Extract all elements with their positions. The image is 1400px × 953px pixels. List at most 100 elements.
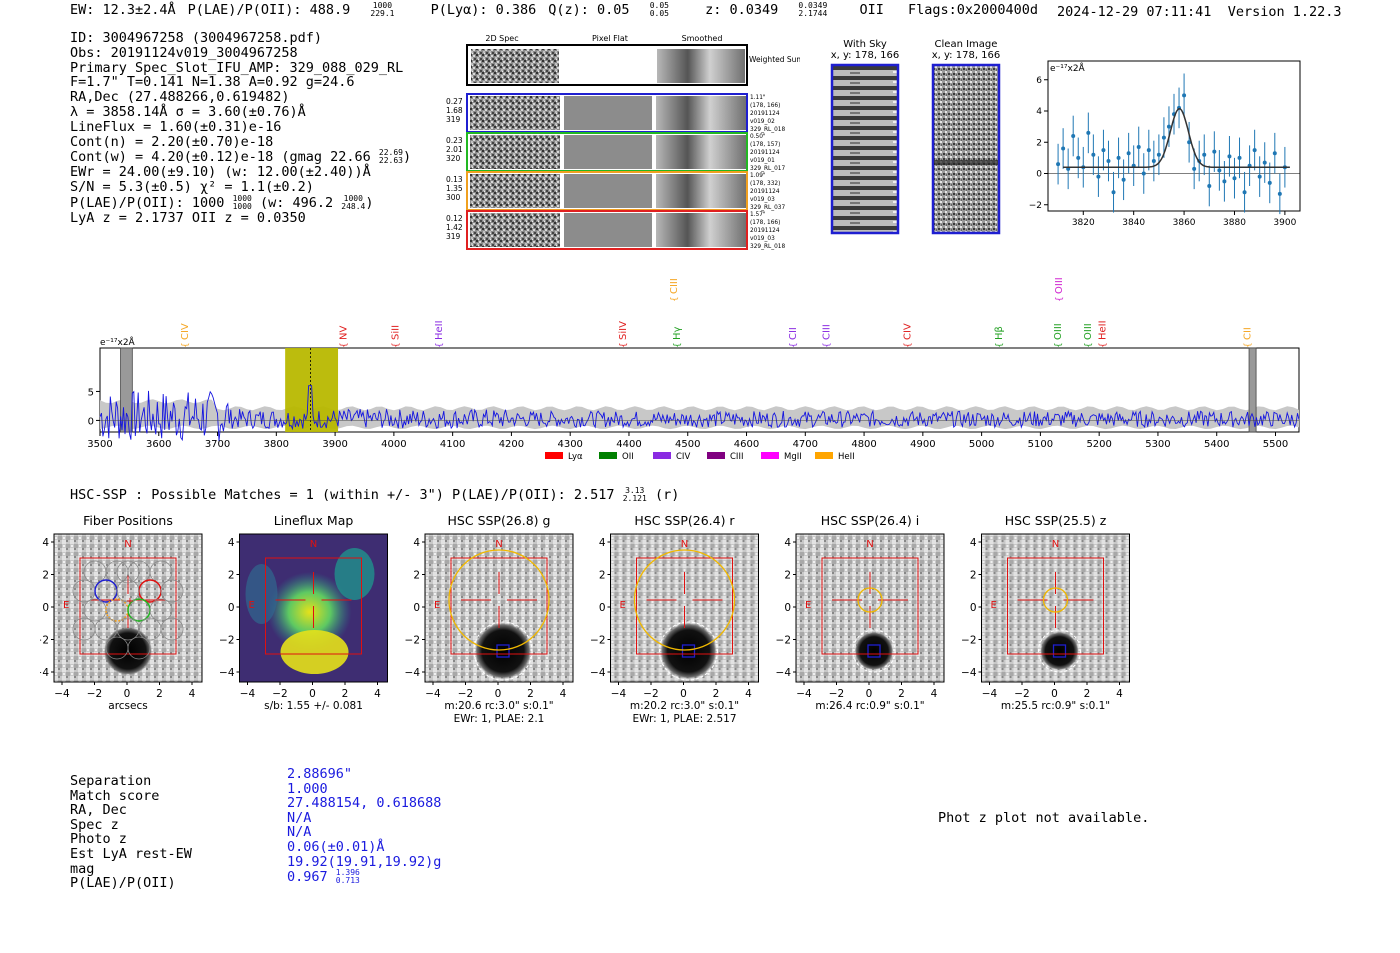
fiber-row-meta: v019_02 (750, 119, 775, 125)
info-cont-w: Cont(w) = 4.20(±0.12)e-18 (gmag 22.66 22… (70, 148, 412, 166)
fiber-row-smoothed (656, 96, 746, 130)
hsc-xtick-label: 4 (560, 688, 567, 700)
fiber-row-meta: (178, 166) (750, 220, 780, 226)
col-label-smoothed: Smoothed (682, 34, 723, 43)
fit-data-point (1061, 146, 1066, 151)
fit-data-point (1267, 180, 1272, 185)
fit-data-point (1076, 155, 1081, 160)
spectrum-masked-region (120, 347, 133, 433)
hsc-ytick-label: 2 (599, 570, 606, 582)
spectrum-line-label: CIII (669, 278, 680, 294)
hsc-xtick-label: 2 (156, 688, 163, 700)
hsc-north-label: N (1052, 539, 1059, 550)
spectrum-line-bracket: { (391, 342, 401, 348)
fit-xtick-label: 3860 (1173, 218, 1196, 228)
fiber-circle (127, 636, 151, 660)
hsc-star-aperture (852, 629, 896, 673)
spectrum-legend-label: OII (622, 452, 634, 462)
hsc-panel-caption: s/b: 1.55 +/- 0.081 (264, 700, 363, 712)
hsc-ytick-label: 2 (413, 570, 420, 582)
info-primary: Primary Spec_Slot_IFU_AMP: 329_088_029_R… (70, 59, 404, 76)
hsc-panel-title: HSC SSP(26.8) g (448, 513, 551, 528)
spectrum-line-label: NV (339, 326, 350, 340)
fit-data-point (1187, 140, 1192, 145)
col-label-2dspec: 2D Spec (485, 34, 518, 43)
spectrum-xtick-label: 5500 (1263, 439, 1288, 450)
spectrum-legend-label: HeII (838, 452, 855, 462)
fit-model-curve (1063, 107, 1290, 169)
hsc-xtick-label: 2 (898, 688, 905, 700)
hsc-xtick-label: 4 (189, 688, 196, 700)
fit-data-point (1242, 190, 1247, 195)
hsc-panel: HSC SSP(26.4) r N E 4 2 0 −2 −4 −4 −2 0 2 4 m:20.2 rc… (590, 513, 759, 725)
spectrum-line-bracket: { (903, 342, 913, 348)
hsc-panel: Fiber Positions N E +4 2 0 −2 −4 −4 −2 0 2 4 arcsecs (40, 513, 203, 712)
fit-data-point (1056, 162, 1061, 167)
hsc-xtick-label: −2 (643, 688, 658, 700)
with-sky-title: With Sky (843, 39, 887, 50)
fiber-row-smoothed (656, 213, 746, 247)
weighted-sum-smoothed (657, 49, 745, 83)
fiber-row-side-value: 320 (446, 154, 461, 163)
fiber-row-smoothed (656, 135, 746, 169)
hsc-xtick-label: 4 (1116, 688, 1123, 700)
spectrum-xtick-label: 5200 (1086, 439, 1111, 450)
hsc-xtick-label: 0 (309, 688, 316, 700)
hsc-ytick-label: −2 (405, 635, 420, 647)
sky-images: With Sky x, y: 178, 166 Clean Image x, y… (831, 39, 1000, 235)
spectrum-line-label: CIV (902, 323, 913, 340)
hsc-star (475, 623, 531, 679)
fiber-row-meta: v019_01 (750, 158, 775, 164)
fit-data-point (1156, 152, 1161, 157)
hsc-ytick-label: −2 (590, 635, 605, 647)
hsc-ytick-label: 4 (228, 537, 235, 549)
hsc-panel-title: Lineflux Map (274, 513, 354, 528)
fit-data-point (1146, 148, 1151, 153)
spectrum-line-bracket: { (181, 342, 191, 348)
spectrum-line-bracket: { (1244, 342, 1254, 348)
hsc-xtick-label: −4 (611, 688, 627, 700)
fit-data-point (1212, 149, 1217, 154)
lineflux-blob (267, 572, 352, 652)
datetime: 2024-12-29 07:11:41 (1057, 4, 1212, 20)
match-value-radec: 27.488154, 0.618688 (287, 795, 442, 812)
fiber-row-side-value: 1.42 (446, 223, 463, 232)
hsc-ytick-label: 4 (784, 537, 791, 549)
hsc-aperture-circle (448, 549, 550, 651)
lineflux-peak (280, 630, 349, 674)
hsc-star (855, 632, 893, 670)
spectrum-legend-label: CIV (676, 452, 690, 462)
match-value-ew: 0.06(±0.01)Å (287, 838, 385, 855)
fiber-row-side-value: 319 (446, 115, 461, 124)
spectrum-xtick-label: 4200 (499, 439, 524, 450)
info-obs: Obs: 20191124v019_3004967258 (70, 44, 298, 61)
spectrum-line-label: CII (1243, 327, 1254, 340)
fiber-circle (160, 579, 184, 603)
spectrum-flux-trace (99, 385, 1300, 442)
hsc-xtick-label: −2 (272, 688, 287, 700)
fit-ytick-label: 4 (1036, 107, 1042, 117)
spectrum-line-bracket: { (789, 342, 799, 348)
fit-ytick-label: 2 (1036, 138, 1042, 148)
hsc-ytick-label: −4 (219, 667, 235, 679)
info-lya-z: LyA z = 2.1737 OII z = 0.0350 (70, 209, 306, 226)
hsc-panel-title: HSC SSP(26.4) i (821, 513, 919, 528)
hsc-star-aperture (1038, 629, 1081, 673)
fit-data-point (1141, 171, 1146, 176)
hsc-panel-frame (53, 533, 203, 683)
lineflux-blob-3 (245, 564, 278, 624)
hsc-ytick-label: 4 (42, 537, 49, 549)
match-value-score: 1.000 (287, 780, 328, 797)
spectrum-xtick-label: 5400 (1204, 439, 1229, 450)
spectrum-line-bracket: { (619, 342, 629, 348)
fiber-row-side-value: 2.01 (446, 145, 463, 154)
hsc-red-box (79, 557, 177, 655)
spectrum-xtick-label: 4400 (616, 439, 641, 450)
fiber-row-side-value: 1.35 (446, 184, 463, 193)
hsc-xtick-label: −4 (796, 688, 812, 700)
fiber-row-side-value: 0.27 (446, 97, 463, 106)
fit-data-point (1232, 176, 1237, 181)
fit-ytick-label: 0 (1036, 170, 1042, 180)
fiber-row-meta: 1.09" (750, 173, 766, 179)
hsc-xtick-label: 2 (527, 688, 534, 700)
